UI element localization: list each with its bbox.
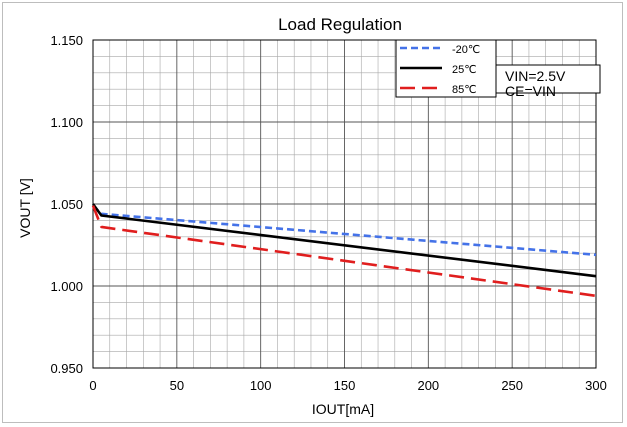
y-tick-label: 1.100 [50, 115, 83, 130]
x-tick-label: 200 [417, 378, 439, 393]
y-tick-labels: 0.950 1.000 1.050 1.100 1.150 [50, 33, 83, 376]
series-line-1 [91, 203, 597, 278]
y-tick-label: 0.950 [50, 361, 83, 376]
series-layer [91, 203, 597, 298]
legend-label-2: 85℃ [452, 84, 477, 96]
x-tick-label: 150 [334, 378, 356, 393]
x-tick-labels: 0 50 100 150 200 250 300 [89, 378, 606, 393]
x-tick-label: 0 [89, 378, 96, 393]
chart-title: Load Regulation [278, 15, 402, 34]
x-tick-label: 250 [501, 378, 523, 393]
y-tick-label: 1.000 [50, 279, 83, 294]
x-tick-label: 300 [585, 378, 607, 393]
x-tick-label: 100 [250, 378, 272, 393]
x-tick-label: 50 [170, 378, 184, 393]
legend-label-0: -20℃ [452, 44, 480, 56]
conditions-box: VIN=2.5V CE=VIN [495, 64, 601, 99]
x-axis-label: IOUT[mA] [312, 401, 374, 417]
legend-label-1: 25℃ [452, 64, 477, 76]
condition-vin: VIN=2.5V [505, 68, 566, 84]
condition-ce: CE=VIN [505, 83, 556, 99]
y-axis-label: VOUT [V] [17, 178, 33, 238]
conditions-border [495, 64, 601, 94]
series-line-2 [91, 205, 597, 298]
y-tick-label: 1.150 [50, 33, 83, 48]
legend: -20℃ 25℃ 85℃ [395, 39, 497, 98]
y-tick-label: 1.050 [50, 197, 83, 212]
